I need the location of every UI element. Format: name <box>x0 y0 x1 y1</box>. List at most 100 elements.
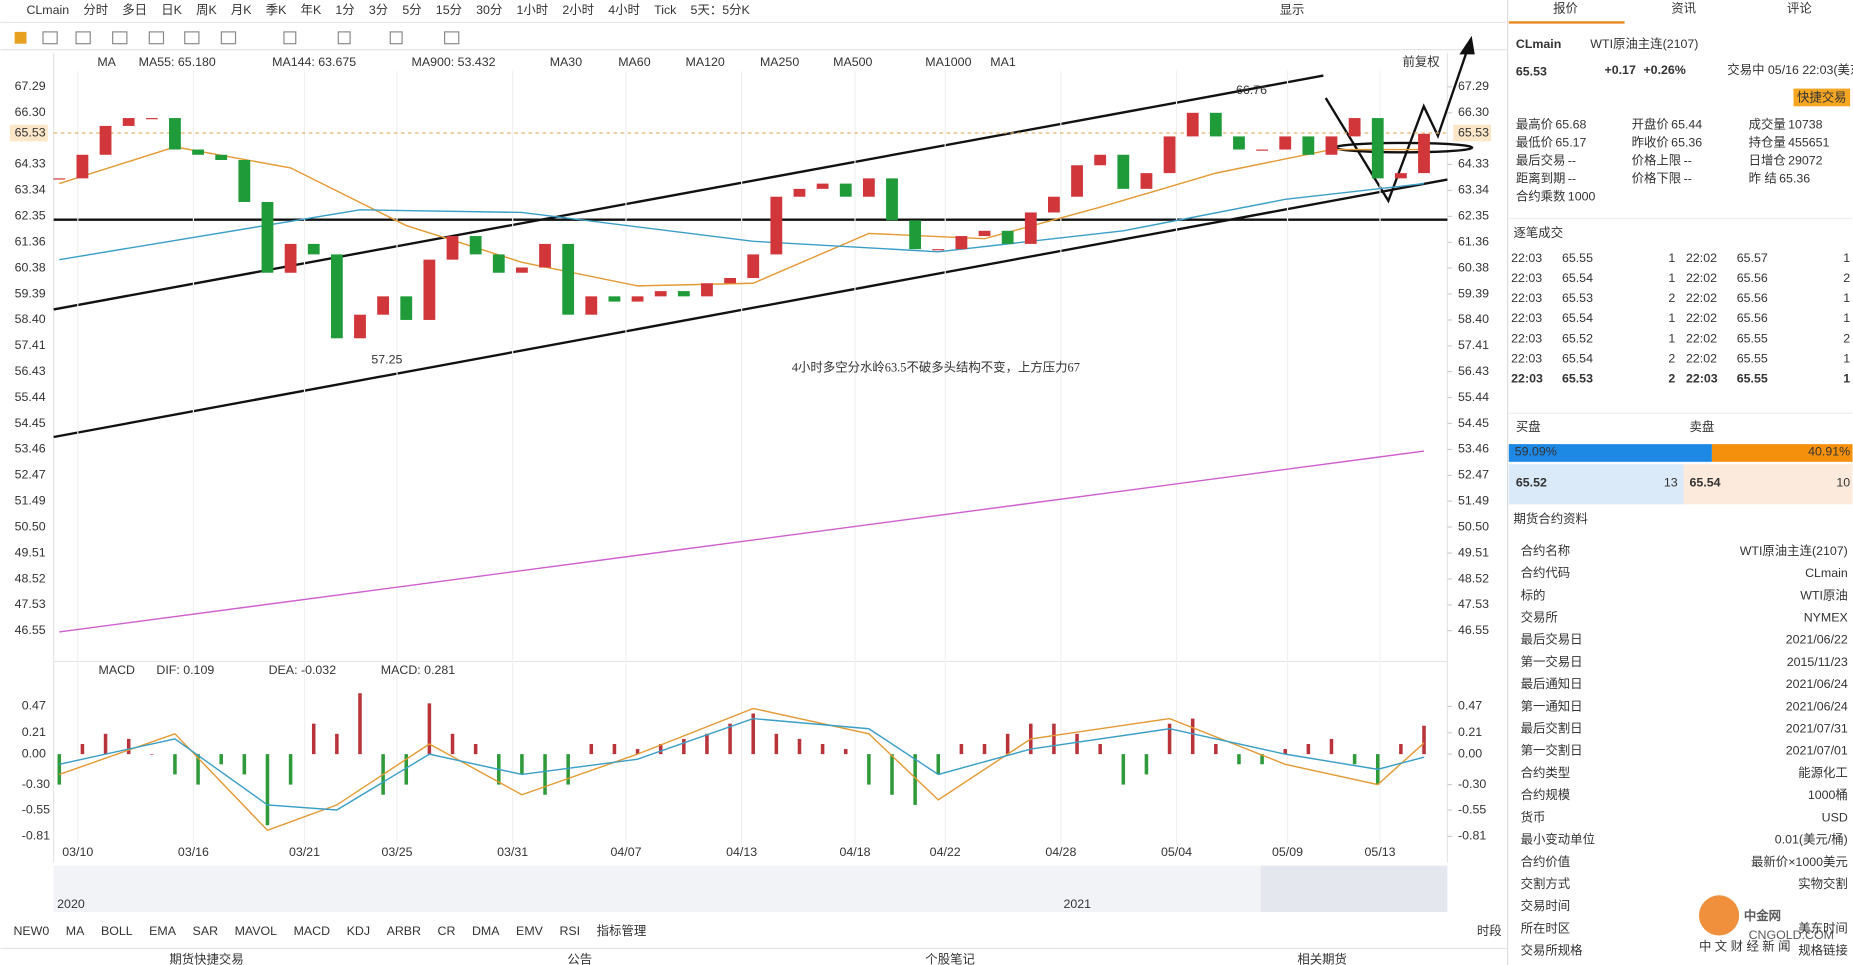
period-toggle[interactable]: 时段 <box>1477 923 1502 938</box>
candle <box>1163 136 1176 174</box>
period-tab[interactable]: 4小时 <box>608 3 640 17</box>
navigator <box>53 865 1448 912</box>
tool-icon[interactable] <box>220 31 237 45</box>
quick-trade-label[interactable]: 快捷交易 <box>1797 89 1847 104</box>
indicator-tab[interactable]: EMA <box>149 924 177 938</box>
display-menu[interactable]: 显示 <box>1280 3 1305 17</box>
candle <box>446 236 459 260</box>
tool-icon[interactable] <box>112 31 128 45</box>
macd-bar <box>1144 754 1149 775</box>
trade-cell: 65.55 <box>1737 351 1768 365</box>
indicator-tab[interactable]: DMA <box>472 924 500 938</box>
tool-icon[interactable] <box>148 31 165 45</box>
period-tab[interactable]: 月K <box>231 3 252 17</box>
legend-inactive[interactable]: MA1 <box>990 55 1016 69</box>
candle <box>307 243 320 255</box>
x-tick-label: 03/31 <box>497 845 528 859</box>
indicator-tab[interactable]: RSI <box>559 924 580 938</box>
period-tab[interactable]: 5天：5分K <box>691 3 751 17</box>
info-value: 2021/07/31 <box>1786 722 1848 736</box>
period-tab[interactable]: 1分 <box>335 3 354 17</box>
trade-cell: 1 <box>1843 311 1850 325</box>
indicator-tab[interactable]: NEW0 <box>13 924 49 938</box>
macd-bar <box>219 754 223 765</box>
period-tab[interactable]: Tick <box>654 3 677 17</box>
indicator-tab[interactable]: MA <box>66 924 85 938</box>
candle <box>492 254 505 273</box>
navigator-window[interactable] <box>1260 865 1448 912</box>
indicator-manage[interactable]: 指标管理 <box>597 923 647 938</box>
period-tab[interactable]: 多日 <box>122 3 147 17</box>
period-tab[interactable]: 30分 <box>476 3 502 17</box>
period-tab[interactable]: 周K <box>196 3 217 17</box>
tool-icon[interactable] <box>283 31 297 45</box>
adjust-toggle[interactable]: 前复权 <box>1403 54 1440 69</box>
macd-bar <box>843 749 848 755</box>
tool-icon[interactable] <box>42 31 58 45</box>
tool-icon[interactable] <box>14 31 27 44</box>
stat-value: -- <box>1684 171 1692 185</box>
tool-icon[interactable] <box>75 31 91 45</box>
legend-inactive[interactable]: MA60 <box>618 55 650 69</box>
x-tick-label: 05/09 <box>1272 845 1303 859</box>
indicator-tab[interactable]: BOLL <box>101 924 133 938</box>
indicator-tab[interactable]: ARBR <box>387 924 421 938</box>
tool-icon[interactable] <box>337 31 351 45</box>
candle <box>747 254 760 278</box>
trade-cell: 2 <box>1668 351 1675 365</box>
indicator-tab[interactable]: MAVOL <box>235 924 278 938</box>
candle <box>631 296 644 302</box>
stat-label: 最低价 <box>1516 135 1554 149</box>
tool-icon[interactable] <box>444 31 460 45</box>
macd-bar <box>173 754 177 775</box>
period-tab[interactable]: 日K <box>161 3 182 17</box>
period-tab[interactable]: 2小时 <box>562 3 594 17</box>
indicator-tab[interactable]: EMV <box>516 924 544 938</box>
bottom-tab[interactable]: 相关期货 <box>1297 952 1347 965</box>
bid-ratio-bar <box>1508 444 1712 462</box>
y-tick-label: -0.81 <box>1458 829 1486 843</box>
info-value[interactable]: 规格链接 <box>1798 943 1848 958</box>
period-tab[interactable]: 3分 <box>369 3 388 17</box>
y-tick-label: 61.36 <box>1458 235 1489 249</box>
indicator-tab[interactable]: CR <box>438 924 456 938</box>
period-tab[interactable]: 年K <box>301 3 322 17</box>
quick-trade-button[interactable] <box>1793 88 1851 107</box>
panel-tab[interactable]: 评论 <box>1787 2 1812 16</box>
legend-inactive[interactable]: MA120 <box>686 55 725 69</box>
macd-bar <box>1005 733 1010 755</box>
period-tab[interactable]: 1小时 <box>517 3 549 17</box>
x-tick-label: 03/25 <box>381 845 412 859</box>
bottom-tab[interactable]: 期货快捷交易 <box>169 952 243 965</box>
indicator-tab[interactable]: MACD <box>294 924 331 938</box>
indicator-tab[interactable]: SAR <box>193 924 219 938</box>
bottom-tab[interactable]: 公告 <box>567 953 592 965</box>
bottom-tab[interactable]: 个股笔记 <box>925 952 975 965</box>
legend-inactive[interactable]: MA30 <box>550 55 582 69</box>
period-tab[interactable]: 15分 <box>436 3 462 17</box>
info-label: 交易所规格 <box>1521 943 1584 958</box>
watermark-logo <box>1698 895 1740 936</box>
symbol-tab[interactable]: CLmain <box>26 3 69 17</box>
info-value: 2021/06/24 <box>1786 677 1848 691</box>
candle <box>238 160 251 202</box>
info-label: 交易所 <box>1521 609 1558 624</box>
panel-tab[interactable]: 报价 <box>1553 1 1578 16</box>
trade-cell: 65.53 <box>1562 371 1593 385</box>
legend-inactive[interactable]: MA250 <box>760 55 799 69</box>
candle <box>192 149 204 155</box>
period-tab[interactable]: 5分 <box>402 3 421 17</box>
info-value: 0.01(美元/桶) <box>1775 832 1848 847</box>
period-tab[interactable]: 分时 <box>83 3 108 17</box>
legend-inactive[interactable]: MA500 <box>833 55 872 69</box>
legend-inactive[interactable]: MA1000 <box>925 55 971 69</box>
stat-label: 持仓量 <box>1749 134 1786 149</box>
period-tab[interactable]: 季K <box>266 3 287 17</box>
candle <box>701 283 713 297</box>
macd-bar <box>80 743 85 755</box>
tool-icon[interactable] <box>184 31 200 45</box>
tool-icon[interactable] <box>389 31 403 45</box>
watermark-domain: CNGOLD.COM <box>1749 928 1834 942</box>
indicator-tab[interactable]: KDJ <box>347 924 370 938</box>
panel-tab[interactable]: 资讯 <box>1671 2 1696 16</box>
